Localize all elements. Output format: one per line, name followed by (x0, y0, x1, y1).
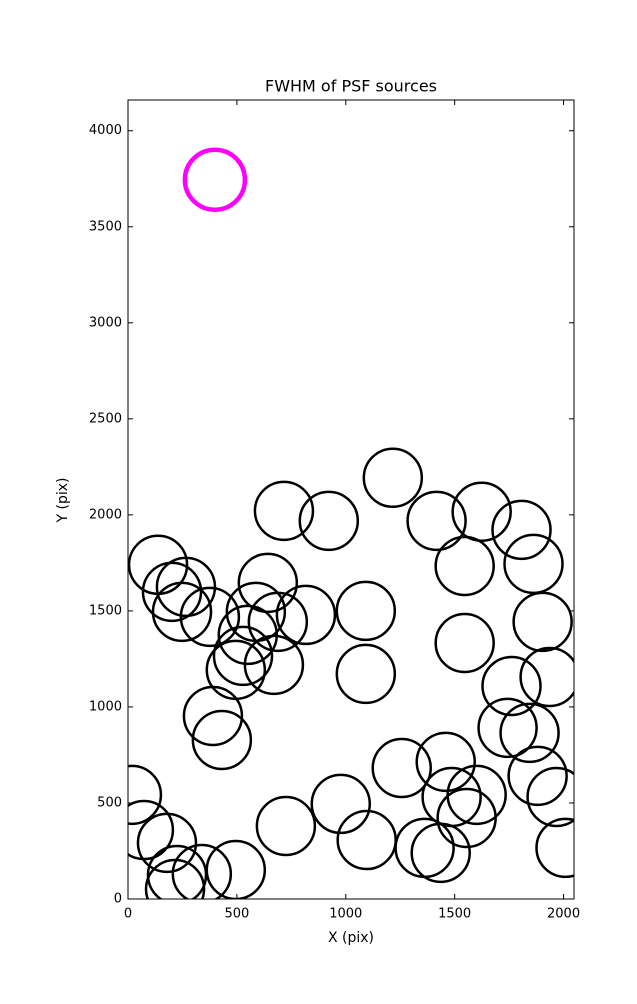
psf-circle (151, 581, 213, 643)
psf-circle (499, 702, 560, 764)
y-tick-label: 1500 (89, 603, 122, 618)
psf-circle (253, 480, 315, 542)
psf-circle (179, 586, 241, 648)
psf-circle (507, 745, 568, 807)
psf-circle (371, 737, 432, 799)
psf-circle (415, 731, 476, 793)
psf-circle (410, 822, 471, 884)
psf-circle (155, 556, 217, 618)
psf-circle (182, 147, 248, 212)
psf-circle (434, 535, 495, 597)
plot-area (128, 147, 574, 899)
psf-circle (451, 481, 512, 543)
y-tick-label: 2500 (89, 411, 122, 426)
y-tick-label: 500 (97, 795, 122, 810)
y-tick-label: 4000 (89, 123, 122, 138)
y-tick-label: 3500 (89, 219, 122, 234)
psf-circle (491, 499, 552, 561)
psf-circle (512, 591, 573, 653)
psf-circle (335, 580, 397, 642)
psf-circle (362, 447, 424, 509)
psf-circle (406, 490, 467, 552)
psf-circle (237, 552, 299, 614)
psf-circle (335, 643, 397, 705)
psf-circle (436, 787, 497, 849)
psf-circle (255, 795, 317, 857)
psf-circle (481, 655, 542, 717)
psf-circle (434, 612, 495, 674)
x-tick-label: 500 (224, 907, 249, 922)
psf-circle (141, 561, 203, 623)
psf-circle (535, 817, 574, 879)
psf-circle (182, 685, 244, 747)
axes-frame (127, 99, 575, 900)
psf-circle (243, 634, 305, 696)
x-tick-label: 1000 (329, 907, 362, 922)
psf-circle (191, 709, 253, 771)
y-tick-label: 1000 (89, 699, 122, 714)
psf-circle (136, 812, 198, 874)
x-tick-label: 0 (124, 907, 132, 922)
y-axis-label: Y (pix) (55, 478, 71, 524)
psf-circle (171, 843, 233, 899)
x-axis-label: X (pix) (328, 930, 374, 946)
x-tick-label: 2000 (547, 907, 580, 922)
psf-circle (503, 533, 564, 595)
psf-circle (519, 646, 574, 708)
y-tick-label: 2000 (89, 507, 122, 522)
psf-circle (310, 773, 372, 835)
x-tick-label: 1500 (438, 907, 471, 922)
psf-circle (526, 766, 574, 828)
psf-circle (128, 764, 163, 826)
chart-title: FWHM of PSF sources (265, 77, 437, 96)
y-tick-label: 0 (114, 892, 122, 907)
psf-circle (275, 584, 337, 646)
y-tick-label: 3000 (89, 315, 122, 330)
psf-circle (212, 625, 274, 687)
psf-circle (298, 490, 360, 552)
psf-circle (247, 591, 309, 653)
psf-circle (477, 697, 538, 759)
